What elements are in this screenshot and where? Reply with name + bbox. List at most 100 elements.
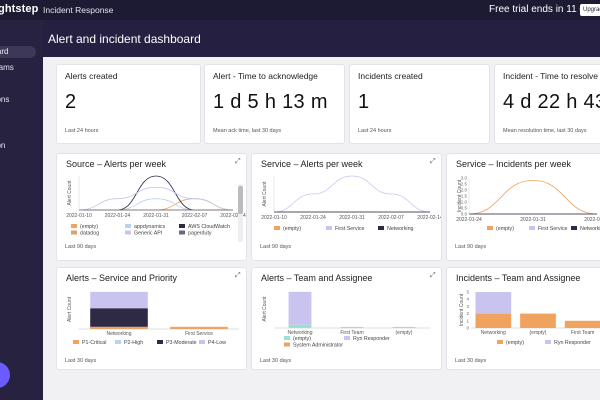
sidebar-item-alerts[interactable]: ts (0, 124, 43, 136)
y-tick-label: 3.0 (461, 176, 468, 181)
x-tick-label: First Team (340, 330, 363, 336)
legend-item: System Administrator (293, 343, 343, 349)
top-bar: ghtstep Incident Response Free trial end… (0, 0, 600, 20)
legend-swatch (545, 340, 551, 344)
sidebar: board l teams s ations ts ation (0, 20, 43, 400)
bar-segment (564, 320, 600, 328)
y-tick-label: 0.0 (461, 212, 468, 217)
y-tick-label: 2.5 (461, 182, 468, 187)
x-tick-label: First Service (185, 331, 213, 337)
kpi-title: Alerts created (65, 71, 118, 81)
bar-segment (288, 291, 312, 325)
alerts-team-assignee-chart: Alert Count Networking First Team (empty) (e… (262, 291, 430, 349)
legend-scrollbar[interactable] (238, 184, 243, 242)
brand-logo[interactable]: ghtstep (0, 3, 39, 15)
kpi-title: Alert - Time to acknowledge (213, 71, 318, 81)
sidebar-item-teams[interactable]: l teams (0, 63, 14, 72)
legend-item: P1-Critical (82, 340, 106, 346)
legend-swatch (487, 226, 493, 230)
legend-swatch (344, 336, 350, 340)
legend-item: First Service (335, 226, 364, 232)
x-tick-label: 2022-01-24 (300, 215, 326, 221)
legend-item: P2-High (124, 340, 143, 346)
kpi-card-time-to-acknowledge: Alert - Time to acknowledge 1 d 5 h 13 m… (204, 64, 345, 144)
legend-item: Ryn Responder (353, 336, 390, 342)
legend-item: (empty) (506, 340, 524, 346)
x-tick-label: 2022-02-07 (378, 215, 404, 221)
legend-item: Ryn Responder (554, 340, 591, 346)
legend-scroll-thumb[interactable] (238, 186, 243, 214)
expand-icon[interactable]: ⤢ (235, 272, 241, 279)
series-line (78, 198, 233, 211)
legend-item: (empty) (496, 226, 514, 232)
kpi-value: 1 d 5 h 13 m (213, 91, 328, 113)
source-alerts-chart: Alert Count 2022-01-10 2022-01-24 2022-01-3… (66, 175, 246, 237)
legend-swatch (284, 342, 290, 347)
panel-alerts-team-assignee: Alerts – Team and Assignee ⤢ Alert Count… (251, 267, 442, 370)
bar-segment (475, 292, 512, 314)
app-title: Incident Response (43, 5, 114, 15)
y-tick-label: 0 (466, 326, 469, 331)
legend-swatch (73, 340, 79, 344)
panel-footer: Last 90 days (65, 244, 97, 250)
panel-alerts-service-priority: Alerts – Service and Priority ⤢ Alert Co… (56, 267, 247, 370)
kpi-footer: Mean ack time, last 30 days (213, 128, 282, 134)
x-tick-label: Networking (287, 330, 312, 336)
legend-swatch (378, 226, 384, 230)
kpi-footer: Mean resolution time, last 30 days (503, 128, 587, 134)
bar-segment (475, 313, 512, 328)
x-tick-label: Networking (481, 330, 506, 336)
x-tick-label: 2022-02-14 (417, 215, 442, 221)
bar-segment (520, 313, 556, 328)
kpi-card-time-to-resolve: Incident - Time to resolve 4 d 22 h 43 M… (494, 64, 600, 144)
x-tick-label: 2022-01-31 (143, 213, 169, 219)
page-header: Alert and incident dashboard (43, 20, 600, 57)
panel-title: Source – Alerts per week (66, 159, 167, 169)
panel-footer: Last 90 days (455, 244, 487, 250)
y-tick-label: 2 (466, 311, 469, 316)
expand-icon[interactable]: ⤢ (430, 158, 436, 165)
y-axis-label: Alert Count (67, 296, 73, 322)
y-tick-label: 0.5 (461, 206, 468, 211)
x-tick-label: 2022-01-31 (339, 215, 365, 221)
legend-item: Networking (387, 226, 414, 232)
legend-swatch (179, 224, 185, 228)
legend-item: (empty) (293, 336, 311, 342)
sidebar-item-automation[interactable]: ation (0, 141, 6, 150)
legend-item: P3-Moderate (166, 340, 197, 346)
expand-icon[interactable]: ⤢ (430, 272, 436, 279)
alerts-service-priority-chart: Alert Count Networking First Service P1-Cri… (67, 291, 239, 346)
panel-footer: Last 30 days (260, 358, 292, 364)
sidebar-item-services[interactable]: s (0, 78, 43, 90)
legend-item: appdynamics (134, 224, 166, 230)
sidebar-item-integrations[interactable]: ations (0, 95, 10, 104)
legend-swatch (497, 340, 503, 344)
panel-footer: Last 30 days (455, 358, 487, 364)
legend-item: Generic API (134, 231, 162, 237)
upgrade-button[interactable]: Upgrade (580, 4, 600, 16)
bar-segment (90, 326, 148, 329)
series-line (468, 179, 598, 215)
legend-swatch (125, 230, 131, 235)
sidebar-item-dashboard[interactable]: board (0, 46, 36, 58)
x-tick-label: 2022-02-07 (182, 213, 208, 219)
panel-incidents-team-assignee: Incidents – Team and Assignee Incident C… (446, 267, 600, 370)
legend-swatch (571, 226, 577, 230)
bar-segment (288, 324, 312, 328)
chat-launcher-button[interactable] (0, 362, 10, 388)
panel-footer: Last 90 days (260, 244, 292, 250)
y-tick-label: 2.0 (461, 188, 468, 193)
panel-footer: Last 30 days (65, 358, 97, 364)
legend-swatch (71, 230, 77, 235)
trial-banner: Free trial ends in 11 days (489, 4, 600, 15)
y-tick-label: 4 (466, 297, 469, 302)
series-line (78, 175, 233, 211)
legend-swatch (125, 224, 131, 228)
kpi-value: 4 d 22 h 43 (503, 91, 600, 113)
expand-icon[interactable]: ⤢ (235, 158, 241, 165)
y-axis-label: Alert Count (262, 181, 268, 207)
y-axis-label: Alert Count (262, 296, 268, 322)
x-tick-label: 2022-01-31 (520, 217, 546, 223)
